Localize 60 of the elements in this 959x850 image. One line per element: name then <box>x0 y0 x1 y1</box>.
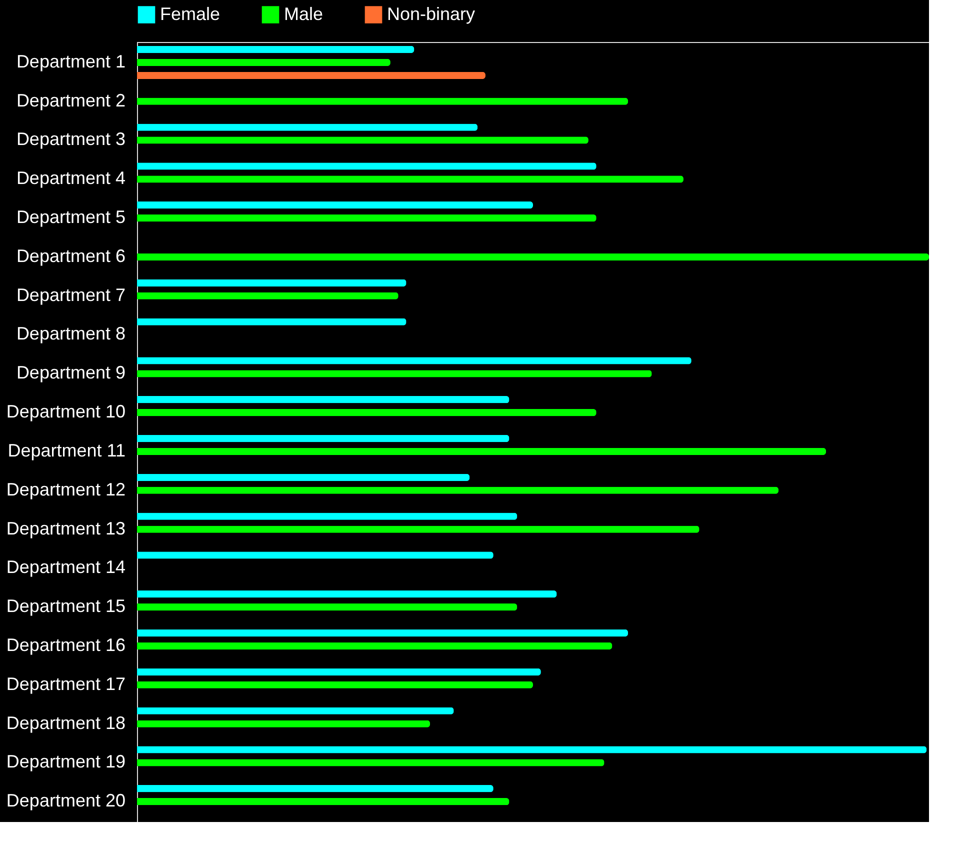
y-tick-label: Department 12 <box>6 479 126 500</box>
y-tick-label: Department 2 <box>16 90 126 110</box>
bar <box>137 785 494 792</box>
bar <box>137 798 510 806</box>
bar <box>137 552 494 559</box>
y-tick-label: Department 15 <box>6 596 126 616</box>
bar <box>137 434 510 442</box>
bar <box>137 72 486 79</box>
bar <box>137 253 929 261</box>
y-tick-label: Department 7 <box>16 284 126 305</box>
y-tick-label: Department 16 <box>6 634 126 655</box>
bar <box>137 408 596 416</box>
bar <box>137 707 454 714</box>
y-tick-label: Department 17 <box>6 674 126 694</box>
bar <box>137 396 510 404</box>
bar <box>137 162 596 170</box>
legend-label: Male <box>284 4 324 24</box>
bar <box>137 474 470 481</box>
legend-label: Non-binary <box>387 4 476 24</box>
bar <box>137 629 628 637</box>
bar <box>137 279 406 286</box>
bar <box>137 136 588 144</box>
y-tick-label: Department 20 <box>6 790 126 811</box>
bar <box>137 759 604 766</box>
bar <box>137 448 826 456</box>
y-tick-label: Department 6 <box>16 246 126 266</box>
bar <box>137 603 518 611</box>
y-tick-label: Department 19 <box>6 752 126 772</box>
bar <box>137 370 652 378</box>
y-tick-label: Department 3 <box>16 129 126 150</box>
bar <box>137 124 478 131</box>
y-tick-label: Department 1 <box>16 51 126 72</box>
bar <box>137 681 533 688</box>
y-tick-label: Department 8 <box>16 324 126 344</box>
bar <box>137 292 398 300</box>
bar <box>137 214 596 222</box>
bar <box>137 98 628 105</box>
y-tick-label: Department 5 <box>16 207 126 228</box>
y-tick-label: Department 11 <box>8 440 126 460</box>
bar <box>137 668 541 676</box>
bar <box>137 526 700 533</box>
bar <box>137 357 692 364</box>
bar <box>137 720 430 728</box>
y-tick-label: Department 9 <box>16 362 126 383</box>
y-tick-label: Department 14 <box>6 557 126 578</box>
bar <box>137 642 612 650</box>
bar <box>137 58 390 66</box>
bar <box>137 512 518 520</box>
bar <box>137 486 779 494</box>
y-tick-label: Department 4 <box>16 168 126 188</box>
y-tick-label: Department 13 <box>6 518 126 538</box>
bar <box>137 176 684 183</box>
bar <box>137 46 414 54</box>
y-tick-label: Department 10 <box>6 402 126 422</box>
legend-label: Female <box>160 4 220 24</box>
bar <box>137 590 557 598</box>
bar <box>137 202 533 209</box>
bar <box>137 318 406 326</box>
y-tick-label: Department 18 <box>6 712 126 733</box>
bar <box>137 746 927 754</box>
